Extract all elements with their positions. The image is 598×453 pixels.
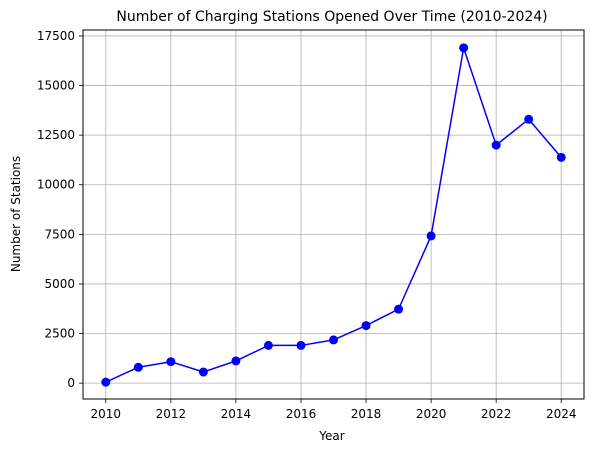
data-point — [395, 305, 403, 313]
y-tick-label: 2500 — [44, 327, 75, 341]
y-tick-label: 7500 — [44, 227, 75, 241]
x-tick-label: 2014 — [221, 407, 252, 421]
x-tick-label: 2012 — [156, 407, 187, 421]
chart-title: Number of Charging Stations Opened Over … — [116, 9, 547, 25]
y-tick-label: 0 — [67, 376, 75, 390]
data-point — [167, 358, 175, 366]
data-point — [330, 336, 338, 344]
data-point — [264, 341, 272, 349]
data-point — [232, 357, 240, 365]
x-tick-label: 2020 — [416, 407, 447, 421]
data-point — [557, 153, 565, 161]
x-tick-label: 2022 — [481, 407, 512, 421]
data-point — [525, 115, 533, 123]
y-tick-label: 15000 — [37, 79, 75, 93]
data-point — [427, 232, 435, 240]
y-tick-label: 12500 — [37, 128, 75, 142]
y-tick-label: 17500 — [37, 29, 75, 43]
data-point — [297, 341, 305, 349]
data-point — [134, 363, 142, 371]
x-axis-label: Year — [318, 429, 344, 443]
y-tick-label: 10000 — [37, 178, 75, 192]
x-tick-label: 2010 — [90, 407, 121, 421]
data-point — [199, 368, 207, 376]
x-tick-label: 2024 — [546, 407, 577, 421]
y-tick-label: 5000 — [44, 277, 75, 291]
y-axis-label: Number of Stations — [9, 156, 23, 272]
data-point — [460, 44, 468, 52]
x-tick-label: 2018 — [351, 407, 382, 421]
data-point — [102, 378, 110, 386]
data-point — [492, 141, 500, 149]
data-point — [362, 322, 370, 330]
x-tick-label: 2016 — [286, 407, 317, 421]
